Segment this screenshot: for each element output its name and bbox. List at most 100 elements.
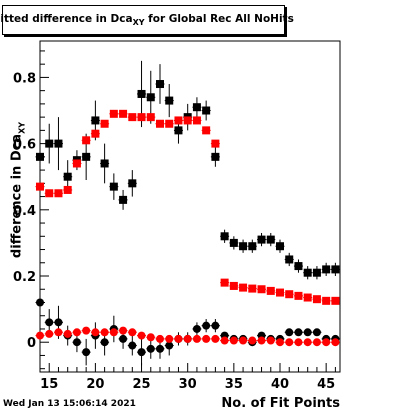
data-point	[239, 336, 248, 345]
data-point	[128, 328, 137, 337]
data-point	[229, 336, 238, 345]
data-point	[276, 338, 284, 347]
data-point	[257, 235, 266, 244]
data-point	[257, 285, 266, 294]
axis-ticks: 15 20 25 30 35 40 45 0 0.2 0.4 0.6 0.8	[13, 50, 336, 392]
data-point	[285, 290, 294, 299]
data-point	[220, 336, 229, 345]
chart-title-box: Fitted difference in DcaXY for Global Re…	[0, 5, 294, 35]
y-tick-label: 0.6	[13, 138, 36, 153]
x-tick-label: 35	[225, 377, 243, 392]
data-point	[294, 328, 303, 337]
y-tick-label: 0	[27, 336, 36, 351]
data-point	[91, 116, 100, 125]
data-point	[100, 338, 109, 347]
data-point	[266, 235, 275, 244]
data-point	[331, 296, 340, 305]
title-prefix: Fitted difference in Dca	[0, 12, 133, 25]
data-point	[303, 293, 312, 302]
data-point	[137, 348, 146, 357]
data-point	[294, 262, 303, 271]
data-point	[192, 334, 201, 343]
data-point	[82, 136, 91, 145]
data-point	[183, 334, 192, 343]
data-point	[72, 159, 81, 168]
data-point	[211, 152, 220, 161]
data-point	[165, 119, 174, 128]
x-tick-label: 30	[179, 377, 197, 392]
data-point	[285, 255, 294, 264]
data-point	[312, 268, 321, 277]
data-point	[229, 281, 238, 290]
data-point	[229, 238, 238, 247]
data-point	[192, 324, 201, 333]
y-tick-label: 0.4	[13, 204, 36, 219]
data-point	[45, 329, 54, 338]
data-point	[36, 331, 44, 340]
data-marks	[35, 60, 340, 366]
ylabel-prefix: difference in Dca	[9, 133, 25, 259]
data-point	[303, 328, 312, 337]
data-point	[82, 326, 91, 335]
x-tick-label: 45	[317, 377, 335, 392]
data-point	[312, 328, 321, 337]
x-tick-label: 40	[271, 377, 289, 392]
data-point	[63, 329, 72, 338]
ylabel-subscript: XY	[17, 121, 27, 134]
data-point	[239, 283, 248, 292]
data-point	[100, 119, 109, 128]
data-point	[119, 326, 128, 335]
data-point	[156, 334, 164, 343]
data-point	[119, 195, 128, 204]
data-point	[257, 336, 266, 345]
data-point	[54, 318, 63, 327]
data-point	[128, 113, 137, 122]
plot-frame	[39, 40, 341, 373]
data-point	[36, 152, 44, 161]
data-point	[165, 96, 174, 105]
x-tick-label: 20	[86, 377, 104, 392]
chart-title: Fitted difference in DcaXY for Global Re…	[0, 13, 294, 27]
data-point	[63, 172, 72, 181]
data-point	[137, 89, 146, 98]
data-point	[146, 344, 155, 353]
data-point	[146, 333, 155, 342]
title-suffix: for Global Rec All NoHits	[144, 12, 294, 25]
data-point	[239, 242, 248, 251]
series-1	[35, 109, 340, 305]
data-point	[45, 318, 54, 327]
x-axis-label: No. of Fit Points	[221, 396, 340, 411]
data-point	[303, 268, 312, 277]
title-subscript: XY	[132, 18, 145, 28]
data-point	[202, 126, 211, 135]
data-point	[248, 242, 257, 251]
data-point	[72, 338, 81, 347]
data-point	[128, 179, 137, 188]
data-point	[312, 295, 321, 304]
data-point	[202, 106, 211, 115]
data-point	[202, 321, 211, 330]
data-point	[266, 336, 275, 345]
y-axis-label: difference in DcaXY	[10, 122, 27, 258]
data-point	[91, 129, 100, 138]
data-point	[156, 80, 164, 89]
data-point	[109, 182, 118, 191]
data-point	[294, 291, 303, 300]
data-point	[211, 321, 220, 330]
data-point	[45, 139, 54, 148]
data-point	[220, 232, 229, 241]
data-point	[137, 331, 146, 340]
data-point	[322, 265, 331, 274]
data-point	[331, 338, 340, 347]
data-point	[276, 288, 284, 297]
data-point	[137, 113, 146, 122]
data-point	[119, 334, 128, 343]
data-point	[156, 344, 164, 353]
data-point	[119, 109, 128, 118]
data-point	[174, 334, 183, 343]
data-point	[63, 185, 72, 194]
data-point	[165, 334, 174, 343]
data-point	[165, 341, 174, 350]
data-point	[91, 328, 100, 337]
